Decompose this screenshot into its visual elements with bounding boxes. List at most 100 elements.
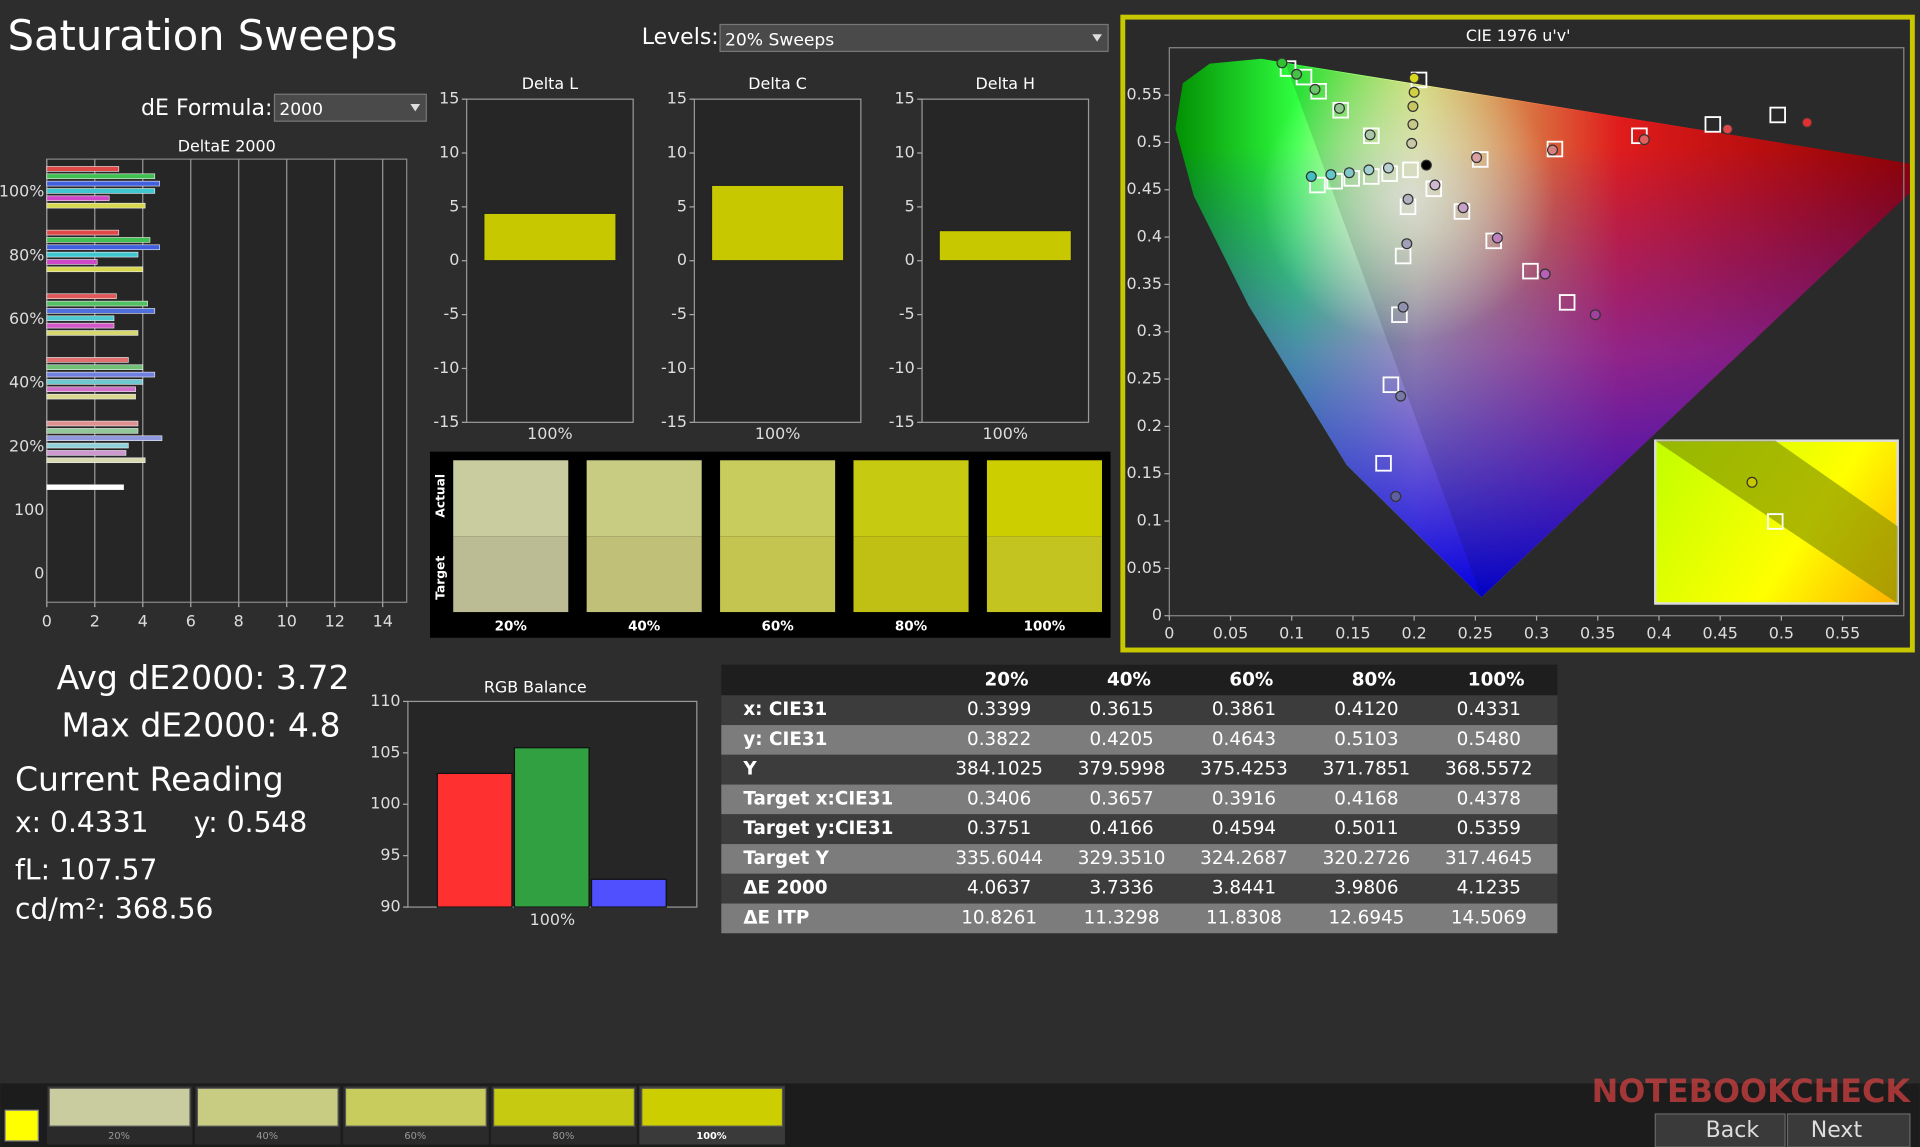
y-tick-label: -5 — [899, 304, 915, 323]
y-tick-label: 10 — [667, 143, 687, 162]
measured-point — [1408, 86, 1420, 98]
max-de: Max dE2000: 4.8 — [61, 706, 340, 745]
deltae-bar — [46, 428, 139, 434]
actual-swatch — [586, 460, 702, 537]
x-tick-label: 0 — [1164, 624, 1174, 643]
table-cell: 0.5359 — [1457, 818, 1521, 839]
zoom-measured — [1746, 476, 1758, 488]
table-cell: 0.3406 — [967, 788, 1031, 809]
table-cell: 12.6945 — [1328, 907, 1404, 928]
table-cell: 0.4120 — [1334, 699, 1398, 720]
table-row-label: Target y:CIE31 — [743, 818, 893, 839]
y-tick-label: -5 — [671, 304, 687, 323]
measured-point — [1276, 57, 1288, 69]
table-row — [721, 873, 1558, 904]
table-header — [721, 664, 1558, 696]
table-cell: 0.4331 — [1457, 699, 1521, 720]
measured-point — [1397, 301, 1409, 313]
y-tick-label: 15 — [894, 89, 914, 108]
table-cell: 0.3822 — [967, 729, 1031, 750]
table-row — [721, 725, 1558, 755]
y-tick-label: 0 — [449, 250, 459, 269]
rgb-bar — [513, 747, 590, 908]
table-cell: 0.4594 — [1212, 818, 1276, 839]
deltae-bar — [46, 379, 144, 385]
chart-title: DeltaE 2000 — [178, 136, 276, 155]
target-point — [1558, 294, 1576, 311]
table-cell: 371.7851 — [1323, 759, 1411, 780]
y-tick-label: 110 — [370, 691, 400, 710]
reading-x: x: 0.4331 — [15, 806, 149, 839]
target-swatch — [720, 536, 836, 613]
y-tick-label: 0.15 — [1127, 463, 1162, 482]
y-tick-label: 60% — [9, 309, 44, 328]
table-row — [721, 695, 1558, 726]
next-button[interactable] — [1786, 1113, 1911, 1147]
thumbnail[interactable] — [641, 1087, 784, 1127]
target-point — [1363, 127, 1380, 145]
deltae-bar — [46, 259, 98, 265]
back-button[interactable] — [1654, 1113, 1786, 1147]
levels-value: 20% Sweeps — [725, 30, 834, 50]
deltae-bar — [46, 266, 144, 273]
deltae-bar — [46, 308, 156, 314]
table-header-cell: 20% — [985, 670, 1029, 691]
measured-point — [1801, 117, 1813, 129]
thumbnail-label: 100% — [696, 1131, 726, 1142]
x-tick-label: 100% — [983, 424, 1028, 443]
table-cell: 335.6044 — [955, 848, 1043, 869]
y-tick-label: 80% — [9, 245, 44, 264]
measured-point — [1364, 129, 1376, 141]
x-tick-label: 0.15 — [1335, 624, 1370, 643]
formula-dropdown[interactable] — [273, 93, 427, 122]
x-tick-label: 0.5 — [1769, 624, 1794, 643]
table-cell: 384.1025 — [955, 759, 1043, 780]
thumbnail[interactable] — [492, 1087, 635, 1127]
y-tick-label: -10 — [661, 358, 687, 377]
x-tick-label: 0.25 — [1458, 624, 1493, 643]
target-label: Target — [433, 556, 447, 600]
table-cell: 14.5069 — [1451, 907, 1527, 928]
measured-point — [1363, 164, 1375, 176]
table-row-label: Target x:CIE31 — [743, 788, 893, 809]
measured-point — [1406, 137, 1418, 149]
swatch-label: 100% — [1024, 620, 1066, 635]
measured-point — [1546, 144, 1558, 156]
x-tick-label: 6 — [186, 611, 196, 630]
table-cell: 3.9806 — [1334, 878, 1398, 899]
title: Saturation Sweeps — [8, 11, 398, 60]
measured-point — [1291, 68, 1303, 80]
thumbnail[interactable] — [48, 1087, 191, 1127]
swatch-label: 20% — [495, 620, 528, 635]
table-cell: 11.3298 — [1084, 907, 1160, 928]
y-tick-label: -15 — [889, 412, 915, 431]
thumbnail[interactable] — [196, 1087, 339, 1127]
deltae-bar — [46, 442, 129, 449]
chart-title: CIE 1976 u'v' — [1466, 26, 1571, 45]
target-point — [1332, 101, 1349, 119]
delta-bar — [710, 184, 845, 262]
table-row-label: x: CIE31 — [743, 699, 827, 720]
y-tick-label: 0 — [34, 564, 44, 583]
measured-point — [1407, 100, 1419, 112]
deltae-bar — [46, 457, 146, 464]
deltae-bar — [46, 244, 160, 251]
measured-point — [1382, 162, 1394, 174]
y-tick-label: 100 — [370, 794, 400, 813]
y-tick-label: -15 — [661, 412, 687, 431]
table-header-cell: 40% — [1107, 670, 1151, 691]
cie-locus — [1175, 58, 1910, 598]
measured-point — [1638, 134, 1650, 146]
levels-dropdown[interactable] — [719, 23, 1109, 53]
y-tick-label: -10 — [889, 358, 915, 377]
table-cell: 3.8441 — [1212, 878, 1276, 899]
thumbnail[interactable] — [344, 1087, 487, 1127]
table-cell: 375.4253 — [1200, 759, 1288, 780]
deltae-bar — [46, 237, 151, 243]
y-tick-label: -15 — [433, 412, 459, 431]
table-cell: 0.3657 — [1089, 788, 1153, 809]
avg-de: Avg dE2000: 3.72 — [57, 658, 350, 697]
actual-label: Actual — [433, 474, 447, 518]
y-tick-label: 0 — [905, 250, 915, 269]
